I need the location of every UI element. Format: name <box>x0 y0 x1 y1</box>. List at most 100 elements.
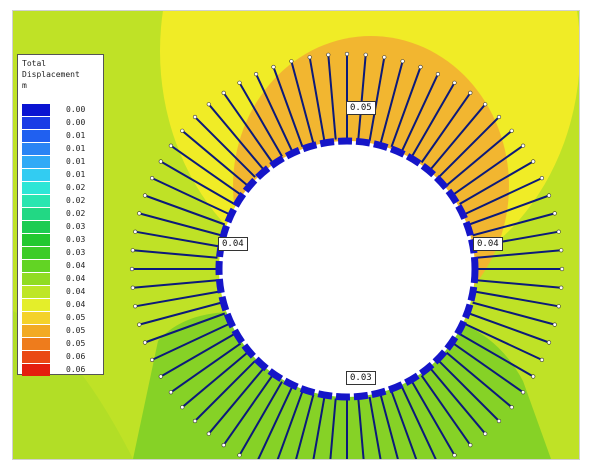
legend-row: 0.01 <box>22 155 98 168</box>
legend-row: 0.04 <box>22 260 98 273</box>
legend-row: 0.05 <box>22 312 98 325</box>
rock-bolt <box>135 230 220 248</box>
legend-swatch <box>22 142 50 155</box>
rock-bolt-end <box>521 390 526 395</box>
rock-bolt-end <box>180 405 185 410</box>
rock-bolt <box>411 381 456 456</box>
rock-bolt-end <box>452 80 457 85</box>
rock-bolt-end <box>556 304 561 309</box>
rock-bolt <box>160 160 235 205</box>
legend-value: 0.02 <box>66 195 86 205</box>
legend-row: 0.02 <box>22 181 98 194</box>
rock-bolt-end <box>326 52 331 57</box>
legend-value: 0.01 <box>66 143 86 153</box>
displacement-contour-view: 0.05 0.04 0.04 0.03 <box>12 10 580 460</box>
legend-swatch <box>22 220 50 233</box>
legend-swatch <box>22 273 50 286</box>
legend-value: 0.04 <box>66 274 86 284</box>
rock-bolt-end <box>137 322 142 327</box>
rock-bolt <box>329 398 337 459</box>
displacement-legend: Total Displacement m 0.00 0.00 0.01 0.01 0.0… <box>17 54 104 377</box>
rock-bolt-end <box>142 340 148 345</box>
legend-swatch <box>22 155 50 168</box>
rock-bolt <box>312 396 326 459</box>
rock-bolt-end <box>556 229 561 234</box>
rock-bolt <box>472 212 555 237</box>
rock-bolt <box>139 212 222 237</box>
rock-bolt <box>238 381 283 456</box>
rock-bolt-end <box>130 248 135 253</box>
rock-bolt <box>257 386 294 459</box>
rock-bolt <box>151 322 230 361</box>
legend-value: 0.03 <box>66 221 86 231</box>
rock-bolt-end <box>192 418 198 424</box>
rock-bolt <box>194 360 256 422</box>
rock-bolt <box>476 249 562 259</box>
rock-bolt <box>208 367 265 435</box>
rock-bolt <box>357 54 367 140</box>
legend-value: 0.01 <box>66 130 86 140</box>
rock-bolt-end <box>307 55 312 60</box>
legend-row: 0.06 <box>22 364 98 377</box>
legend-swatch <box>22 299 50 312</box>
rock-bolt <box>181 351 249 408</box>
rock-bolt <box>222 374 274 446</box>
rock-bolt-end <box>142 193 148 198</box>
legend-swatch <box>22 181 50 194</box>
legend-swatch <box>22 260 50 273</box>
legend-swatch <box>22 116 50 129</box>
rock-bolt-end <box>468 90 473 95</box>
rock-bolt-end <box>468 443 473 448</box>
legend-value: 0.04 <box>66 261 86 271</box>
legend-row: 0.01 <box>22 129 98 142</box>
rock-bolt <box>327 54 337 140</box>
legend-value: 0.00 <box>66 117 86 127</box>
rock-bolt-end <box>546 193 552 198</box>
legend-row: 0.00 <box>22 116 98 129</box>
legend-swatch <box>22 364 50 377</box>
rock-bolt-end <box>509 405 514 410</box>
rock-bolt-end <box>221 90 226 95</box>
legend-swatch <box>22 312 50 325</box>
legend-title: Total Displacement m <box>22 58 80 91</box>
rock-bolt <box>459 160 534 205</box>
rock-bolt <box>476 279 562 289</box>
legend-value: 0.06 <box>66 365 86 375</box>
rock-bolt-end <box>158 374 163 379</box>
legend-scale: 0.00 0.00 0.01 0.01 0.01 0.01 0.02 0.02 0.02 0.03… <box>22 103 98 377</box>
rock-bolt <box>420 374 472 446</box>
rock-bolt-end <box>130 285 135 290</box>
legend-value: 0.03 <box>66 234 86 244</box>
rock-bolt-end <box>254 71 259 77</box>
rock-bolt <box>438 116 500 178</box>
legend-value: 0.02 <box>66 208 86 218</box>
legend-value: 0.00 <box>66 104 86 114</box>
legend-value: 0.05 <box>66 339 86 349</box>
legend-unit: m <box>22 81 27 90</box>
legend-value: 0.01 <box>66 169 86 179</box>
rock-bolt-end <box>150 176 155 181</box>
rock-bolt <box>132 249 218 259</box>
rock-bolt-end <box>168 390 173 395</box>
rock-bolt-end <box>237 80 242 85</box>
legend-row: 0.04 <box>22 299 98 312</box>
legend-value: 0.04 <box>66 287 86 297</box>
legend-swatch <box>22 286 50 299</box>
rock-bolt <box>238 82 283 157</box>
legend-row: 0.06 <box>22 351 98 364</box>
rock-bolt <box>357 398 365 459</box>
tunnel-opening <box>215 137 479 401</box>
rock-bolt <box>438 360 500 422</box>
rock-bolt-end <box>496 418 502 424</box>
contour-plot <box>13 11 579 459</box>
rock-bolt <box>429 103 486 171</box>
rock-bolts <box>129 51 565 459</box>
legend-row: 0.03 <box>22 247 98 260</box>
rock-bolt-end <box>418 64 423 70</box>
rock-bolt <box>194 116 256 178</box>
legend-swatch <box>22 194 50 207</box>
legend-swatch <box>22 207 50 220</box>
legend-row: 0.05 <box>22 338 98 351</box>
rock-bolt <box>170 144 242 196</box>
rock-bolt-end <box>483 431 488 436</box>
